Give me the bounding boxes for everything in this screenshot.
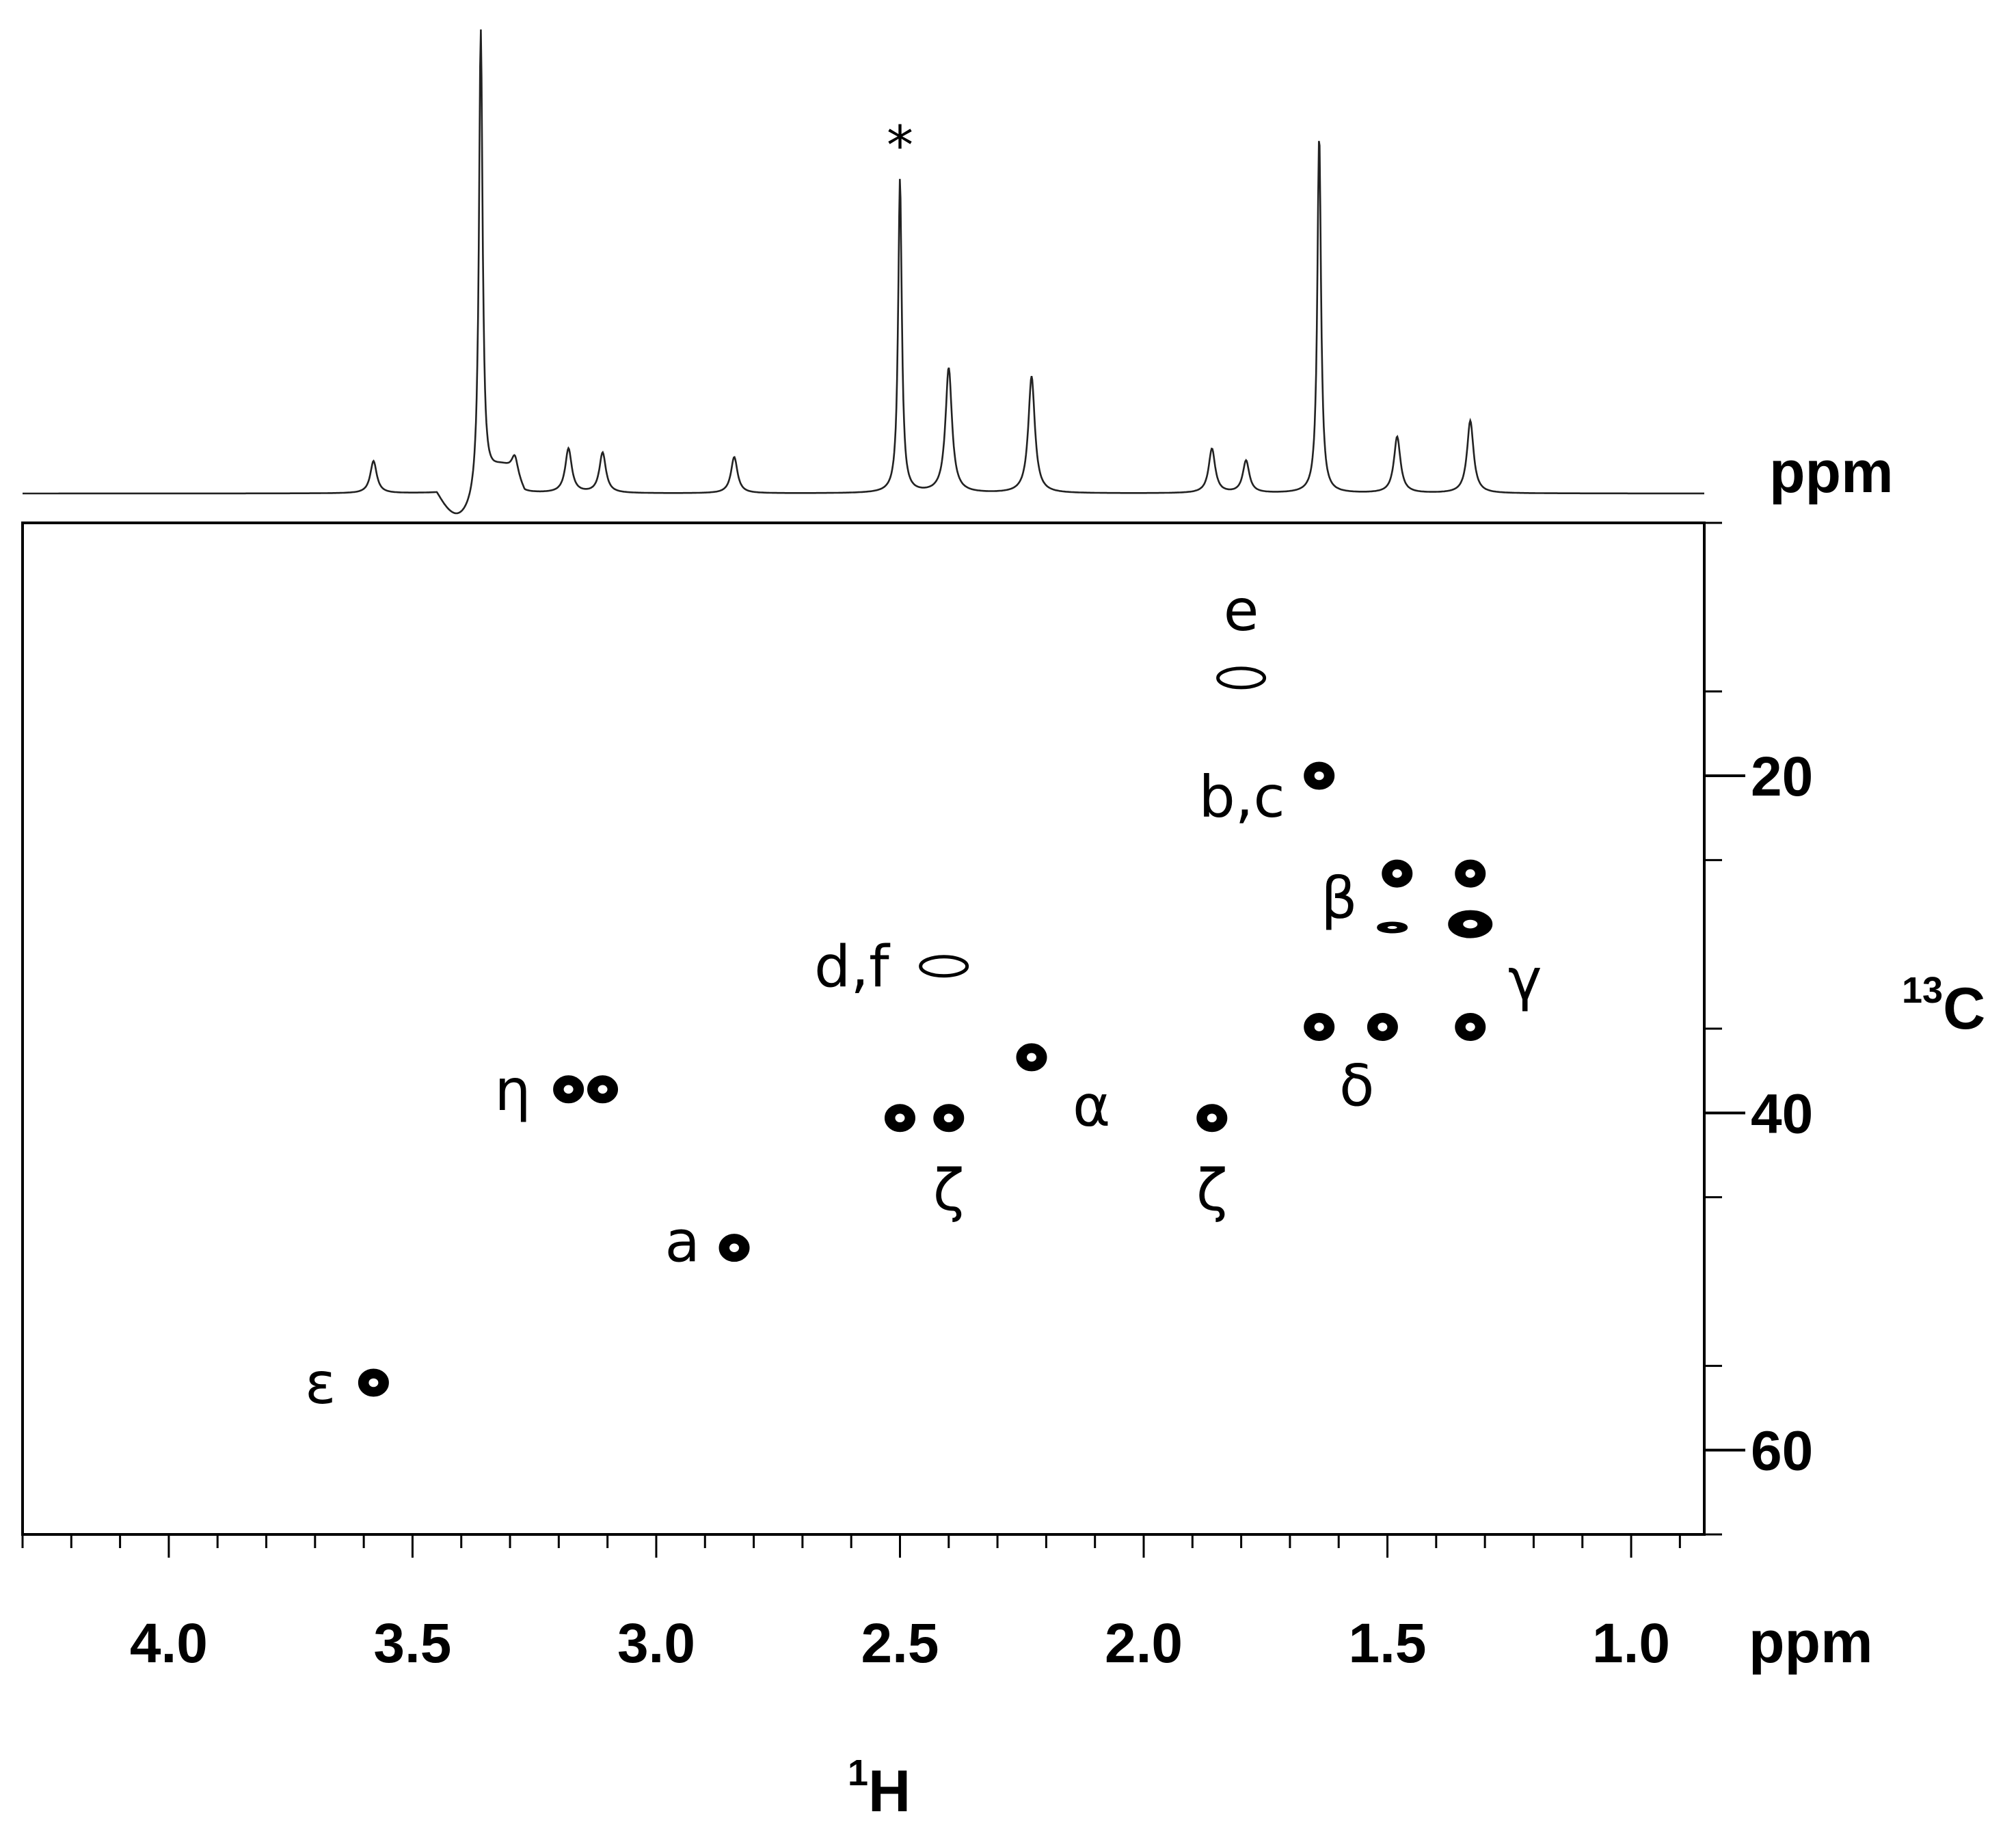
- cross-peak-label: δ: [1339, 1053, 1374, 1120]
- y-tick-label: 20: [1751, 746, 1813, 808]
- cross-peak-label: d,f: [814, 934, 891, 1001]
- cross-peak: [1455, 1013, 1486, 1042]
- y-axis-title-superscript: 13: [1902, 970, 1943, 1011]
- x-tick-label: 2.0: [1105, 1612, 1183, 1675]
- cross-peak: [1196, 1104, 1228, 1133]
- y-tick-label: 60: [1751, 1420, 1813, 1482]
- x-axis-unit-label: ppm: [1749, 1610, 1873, 1675]
- y-tick-label: 40: [1751, 1083, 1813, 1145]
- cross-peak-label: α: [1073, 1072, 1110, 1139]
- cross-peak-label: β: [1321, 865, 1358, 932]
- cross-peak-label: ε: [305, 1350, 336, 1417]
- cross-peak: [358, 1368, 389, 1397]
- cross-peak-label: η: [494, 1057, 530, 1124]
- cross-peak: [1304, 1013, 1335, 1042]
- cross-peak: [1377, 921, 1408, 934]
- y-axis: 20 40 60: [1704, 522, 1813, 1536]
- x-axis-title-nucleus: H: [868, 1759, 911, 1824]
- x-tick-label: 3.5: [373, 1612, 451, 1675]
- cross-peak: [919, 955, 969, 978]
- cross-peak: [1304, 761, 1335, 790]
- cross-peak: [1367, 1013, 1398, 1042]
- x-tick-label: 4.0: [130, 1612, 208, 1675]
- plot-frame: [21, 522, 1706, 1536]
- cross-peaks: [358, 666, 1493, 1397]
- cross-peak-label: ζ: [933, 1157, 965, 1224]
- cross-peak: [553, 1075, 584, 1104]
- cross-peak: [1216, 666, 1267, 690]
- cross-peak: [933, 1104, 965, 1133]
- x-axis: 4.0 3.5 3.0 2.5 2.0 1.5 1.0: [21, 1534, 1681, 1675]
- solvent-star-label: *: [887, 116, 913, 177]
- x-tick-label: 1.5: [1349, 1612, 1427, 1675]
- peak-labels: e b,c β γ d,f δ α η ζ ζ a ε: [305, 577, 1542, 1417]
- cross-peak: [718, 1234, 750, 1262]
- x-tick-label: 3.0: [617, 1612, 695, 1675]
- x-axis-title: 1H: [848, 1752, 911, 1824]
- x-tick-label: 1.0: [1592, 1612, 1670, 1675]
- cross-peak: [884, 1104, 915, 1133]
- x-tick-label: 2.5: [861, 1612, 939, 1675]
- cross-peak-label: e: [1224, 577, 1259, 644]
- projection-unit-label: ppm: [1769, 439, 1894, 505]
- cross-peak-label: γ: [1508, 946, 1542, 1013]
- cross-peak-label: ζ: [1196, 1157, 1228, 1224]
- cross-peak: [1455, 859, 1486, 888]
- y-axis-title-nucleus: C: [1943, 976, 1985, 1042]
- proton-projection: *: [23, 29, 1704, 515]
- projection-trace: [23, 29, 1704, 515]
- y-axis-title: 13C: [1902, 970, 1985, 1042]
- cross-peak: [587, 1075, 619, 1104]
- x-axis-title-superscript: 1: [848, 1752, 868, 1793]
- cross-peak-label: a: [665, 1208, 700, 1275]
- cross-peak: [1382, 859, 1413, 888]
- cross-peak: [1016, 1043, 1047, 1072]
- cross-peak-label: b,c: [1198, 763, 1285, 830]
- cross-peak: [1448, 910, 1493, 938]
